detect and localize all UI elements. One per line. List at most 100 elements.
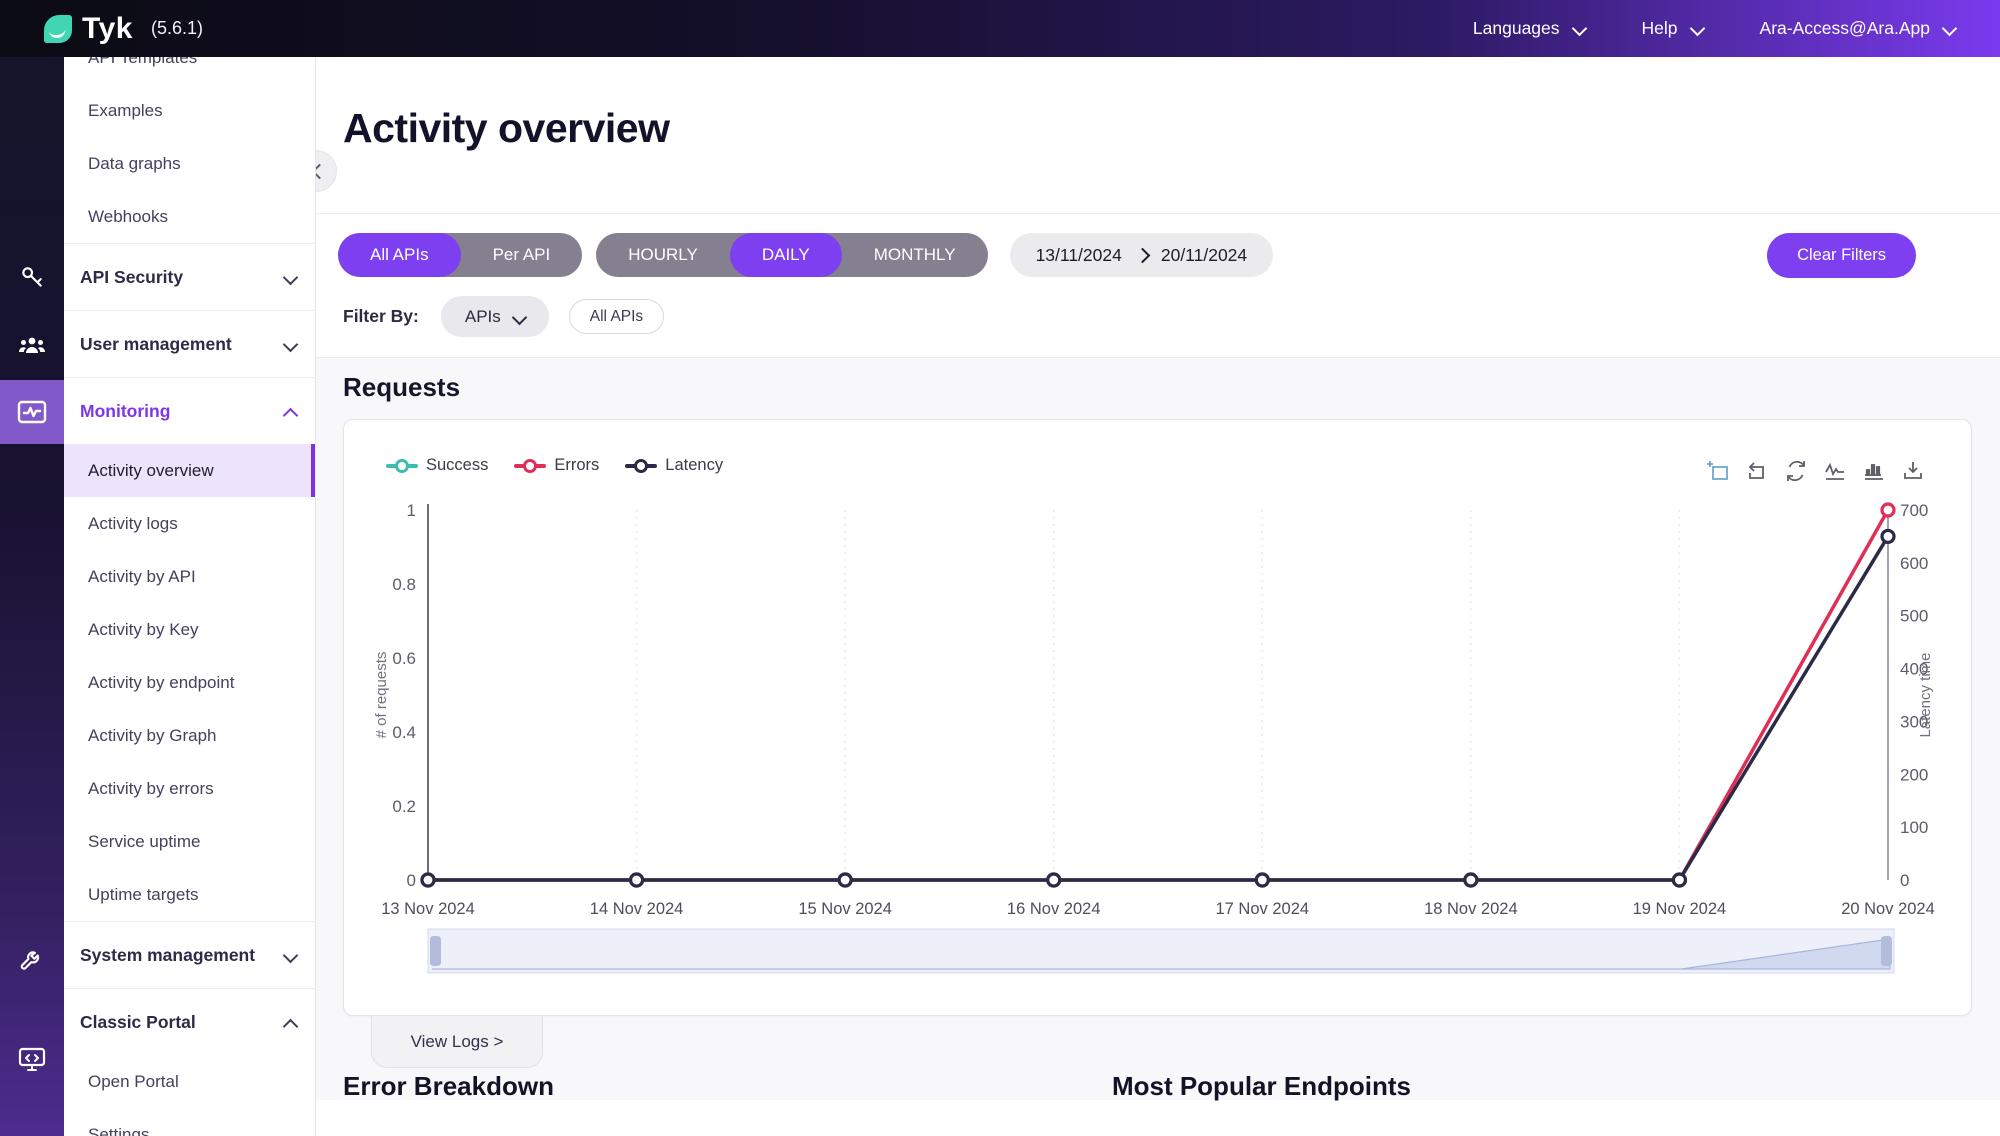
sidebar-item-activity-logs[interactable]: Activity logs (64, 497, 315, 550)
legend-label: Errors (554, 456, 600, 474)
sidebar-item-label: Activity by errors (88, 778, 214, 798)
sidebar-item-api-templates[interactable]: API Templates (64, 57, 315, 84)
account-label: Ara-Access@Ara.App (1759, 18, 1930, 38)
chevron-up-icon (284, 1016, 297, 1029)
requests-section: Requests 0 0.2 0.4 0.6 0.8 1 0 100 200 300 400 500 6… (316, 358, 2000, 1101)
key-icon[interactable] (0, 255, 64, 299)
toggle-per-api[interactable]: Per API (492, 245, 551, 264)
tyk-logo-text: Tyk (82, 11, 133, 45)
granularity-toggle: HOURLY DAILY MONTHLY (596, 233, 988, 277)
topbar-menu: Languages Help Ara-Access@Ara.App (1473, 18, 1956, 39)
bar-chart-view-icon[interactable] (1862, 458, 1886, 484)
help-menu[interactable]: Help (1642, 18, 1704, 39)
sidebar-item-api-security[interactable]: API Security (64, 243, 315, 310)
sidebar-item-label: Settings (88, 1124, 150, 1136)
date-to: 20/11/2024 (1160, 244, 1248, 265)
svg-text:14 Nov 2024: 14 Nov 2024 (590, 900, 684, 918)
sidebar-item-user-management[interactable]: User management (64, 310, 315, 377)
divider (316, 213, 2000, 214)
toggle-daily[interactable]: DAILY (729, 233, 842, 277)
filter-bar: All APIs Per API HOURLY DAILY MONTHLY 13… (316, 214, 2000, 357)
sidebar-item-label: API Templates (88, 57, 198, 67)
sidebar-item-label: Webhooks (88, 206, 169, 226)
chevron-down-icon (1691, 22, 1704, 35)
sidebar-item-activity-by-endpoint[interactable]: Activity by endpoint (64, 656, 315, 709)
chevron-down-icon (1943, 22, 1956, 35)
svg-text:0.2: 0.2 (392, 797, 416, 816)
sidebar-item-webhooks[interactable]: Webhooks (64, 190, 315, 243)
sidebar-item-monitoring[interactable]: Monitoring (64, 377, 315, 444)
svg-text:0.6: 0.6 (392, 649, 416, 668)
line-chart-view-icon[interactable] (1823, 458, 1847, 484)
chevron-down-icon (1573, 22, 1586, 35)
restore-icon[interactable] (1784, 458, 1808, 484)
sidebar-item-activity-by-key[interactable]: Activity by Key (64, 603, 315, 656)
legend-marker-icon (386, 458, 418, 473)
sidebar-item-label: System management (80, 944, 256, 965)
wrench-icon[interactable] (0, 937, 64, 981)
sidebar-item-activity-by-graph[interactable]: Activity by Graph (64, 709, 315, 762)
chevron-down-icon (284, 949, 297, 962)
sidebar-item-label: Activity logs (88, 513, 178, 533)
sidebar-item-label: Monitoring (80, 400, 171, 421)
svg-text:Latency time: Latency time (1917, 652, 1934, 737)
chart-legend: Success Errors Latency (386, 456, 723, 475)
toggle-all-apis[interactable]: All APIs (338, 233, 461, 277)
svg-text:0: 0 (407, 871, 416, 890)
legend-item-errors[interactable]: Errors (514, 456, 599, 475)
chevron-right-icon (1136, 251, 1147, 262)
svg-text:19 Nov 2024: 19 Nov 2024 (1633, 900, 1727, 918)
save-image-icon[interactable] (1901, 458, 1925, 484)
tyk-logo[interactable]: Tyk (5.6.1) (44, 12, 203, 46)
sidebar-item-label: Data graphs (88, 153, 181, 173)
chart-toolbox (1706, 458, 1925, 484)
top-bar: Tyk (5.6.1) Languages Help Ara-Access@Ar… (0, 0, 2000, 57)
sidebar-item-label: Activity overview (88, 460, 214, 480)
legend-item-latency[interactable]: Latency (625, 456, 723, 475)
sidebar-item-label: Uptime targets (88, 884, 199, 904)
legend-item-success[interactable]: Success (386, 456, 488, 475)
monitor-pulse-icon[interactable] (0, 380, 64, 444)
view-logs-button[interactable]: View Logs > (371, 1016, 543, 1068)
sidebar-item-data-graphs[interactable]: Data graphs (64, 137, 315, 190)
sidebar-item-label: Activity by endpoint (88, 672, 235, 692)
zoom-reset-icon[interactable] (1745, 458, 1769, 484)
divider (316, 357, 2000, 358)
sidebar-item-activity-by-errors[interactable]: Activity by errors (64, 762, 315, 815)
svg-text:600: 600 (1900, 554, 1928, 573)
languages-menu[interactable]: Languages (1473, 18, 1586, 39)
sidebar-item-activity-overview[interactable]: Activity overview (64, 444, 315, 497)
sidebar-item-open-portal[interactable]: Open Portal (64, 1055, 315, 1108)
sidebar-item-system-management[interactable]: System management (64, 921, 315, 988)
sidebar-item-label: Open Portal (88, 1071, 179, 1091)
sidebar-nav: API Templates Examples Data graphs Webhooks… (64, 57, 315, 1136)
sidebar-item-service-uptime[interactable]: Service uptime (64, 815, 315, 868)
svg-text:0.8: 0.8 (392, 575, 416, 594)
sidebar-item-uptime-targets[interactable]: Uptime targets (64, 868, 315, 921)
filter-by-label: Filter By: (343, 306, 419, 326)
svg-text:100: 100 (1900, 818, 1928, 837)
svg-text:700: 700 (1900, 501, 1928, 520)
monitor-code-icon[interactable] (0, 1037, 64, 1081)
toggle-monthly[interactable]: MONTHLY (873, 245, 956, 264)
account-menu[interactable]: Ara-Access@Ara.App (1760, 18, 1956, 39)
sidebar: API Templates Examples Data graphs Webhooks… (64, 57, 316, 1136)
date-range-picker[interactable]: 13/11/2024 20/11/2024 (1009, 233, 1274, 277)
sidebar-item-activity-by-api[interactable]: Activity by API (64, 550, 315, 603)
svg-text:500: 500 (1900, 607, 1928, 626)
sidebar-item-examples[interactable]: Examples (64, 84, 315, 137)
api-scope-toggle: All APIs Per API (338, 233, 583, 277)
filter-type-dropdown[interactable]: APIs (440, 296, 549, 337)
toggle-hourly[interactable]: HOURLY (628, 245, 698, 264)
sidebar-item-settings[interactable]: Settings (64, 1108, 315, 1136)
version-label: (5.6.1) (150, 18, 203, 38)
users-icon[interactable] (0, 323, 64, 367)
svg-text:0: 0 (1900, 871, 1909, 890)
sidebar-item-label: API Security (80, 266, 184, 287)
clear-filters-button[interactable]: Clear Filters (1767, 232, 1916, 278)
zoom-select-icon[interactable] (1706, 458, 1730, 484)
requests-line-chart[interactable]: 0 0.2 0.4 0.6 0.8 1 0 100 200 300 400 500 600 700 # of… (344, 420, 1971, 1015)
filter-value-chip[interactable]: All APIs (568, 299, 665, 334)
help-label: Help (1641, 18, 1678, 38)
sidebar-item-classic-portal[interactable]: Classic Portal (64, 988, 315, 1055)
